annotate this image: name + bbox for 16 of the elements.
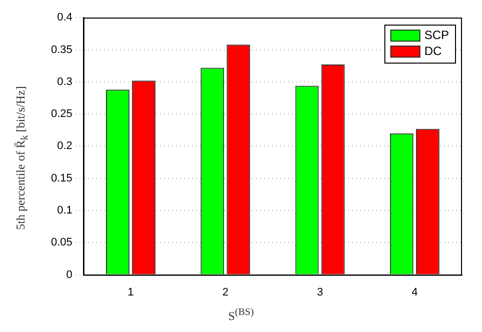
y-tick-label: 0.25 <box>50 108 72 120</box>
y-tick-label: 0.05 <box>50 236 72 249</box>
y-tick-label: 0.1 <box>57 204 72 217</box>
x-tick-label: 2 <box>222 286 228 298</box>
legend-label: SCP <box>424 28 450 42</box>
x-tick-label: 1 <box>128 286 134 298</box>
x-tick-label: 4 <box>412 286 418 298</box>
y-tick-label: 0.3 <box>57 76 72 88</box>
x-tick-label: 3 <box>316 286 324 298</box>
y-tick-label: 0.2 <box>57 140 72 152</box>
y-tick-label: 0.15 <box>50 172 72 184</box>
x-axis-title: S$^{(BS)}$ <box>227 307 255 324</box>
y-tick-label: 0.4 <box>57 12 72 24</box>
legend-label: DC <box>424 44 442 58</box>
y-tick-label: 0.35 <box>50 44 72 56</box>
y-tick-label: 0 <box>66 268 72 281</box>
